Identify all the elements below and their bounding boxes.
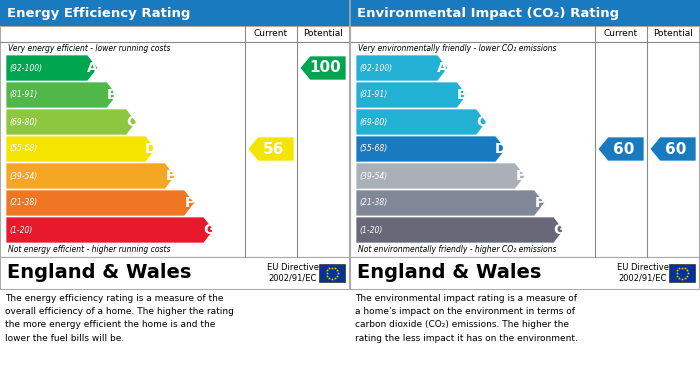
- Polygon shape: [356, 109, 486, 135]
- Text: (92-100): (92-100): [359, 63, 392, 72]
- Text: Current: Current: [254, 29, 288, 38]
- Bar: [350, 0, 700, 26]
- Text: The energy efficiency rating is a measure of the
overall efficiency of a home. T: The energy efficiency rating is a measur…: [5, 294, 234, 343]
- Text: G: G: [203, 223, 214, 237]
- Text: (81-91): (81-91): [9, 90, 37, 99]
- Text: E: E: [165, 169, 175, 183]
- Text: 60: 60: [612, 142, 634, 156]
- Text: (92-100): (92-100): [9, 63, 42, 72]
- Bar: [319, 264, 345, 282]
- Text: 100: 100: [309, 61, 342, 75]
- Text: England & Wales: England & Wales: [7, 264, 191, 283]
- Text: E: E: [515, 169, 525, 183]
- Polygon shape: [356, 163, 525, 189]
- Text: 56: 56: [262, 142, 284, 156]
- Polygon shape: [356, 82, 467, 108]
- Bar: [350, 257, 699, 289]
- Text: The environmental impact rating is a measure of
a home's impact on the environme: The environmental impact rating is a mea…: [355, 294, 578, 343]
- Text: C: C: [476, 115, 486, 129]
- Text: Not energy efficient - higher running costs: Not energy efficient - higher running co…: [8, 244, 171, 253]
- Text: B: B: [456, 88, 468, 102]
- Polygon shape: [356, 190, 545, 216]
- Text: (55-68): (55-68): [359, 145, 387, 154]
- Text: England & Wales: England & Wales: [357, 264, 541, 283]
- Text: (1-20): (1-20): [359, 226, 382, 235]
- Text: D: D: [145, 142, 157, 156]
- Text: C: C: [126, 115, 136, 129]
- Text: (1-20): (1-20): [9, 226, 32, 235]
- Polygon shape: [6, 163, 175, 189]
- Bar: [0, 0, 350, 26]
- Text: 60: 60: [665, 142, 686, 156]
- Text: EU Directive: EU Directive: [617, 263, 669, 272]
- Text: F: F: [535, 196, 544, 210]
- Polygon shape: [6, 55, 98, 81]
- Text: A: A: [438, 61, 448, 75]
- Text: (69-80): (69-80): [9, 118, 37, 127]
- Text: (69-80): (69-80): [359, 118, 387, 127]
- Text: F: F: [185, 196, 194, 210]
- Text: (81-91): (81-91): [359, 90, 387, 99]
- Bar: [0, 26, 349, 257]
- Polygon shape: [356, 55, 448, 81]
- Polygon shape: [6, 109, 136, 135]
- Polygon shape: [300, 56, 346, 80]
- Text: Very energy efficient - lower running costs: Very energy efficient - lower running co…: [8, 44, 171, 53]
- Text: 2002/91/EC: 2002/91/EC: [619, 274, 667, 283]
- Text: Energy Efficiency Rating: Energy Efficiency Rating: [7, 7, 190, 20]
- Polygon shape: [650, 137, 696, 161]
- Text: (39-54): (39-54): [9, 172, 37, 181]
- Polygon shape: [6, 82, 117, 108]
- Polygon shape: [356, 217, 564, 243]
- Bar: [669, 264, 695, 282]
- Polygon shape: [6, 136, 155, 162]
- Text: 2002/91/EC: 2002/91/EC: [269, 274, 317, 283]
- Text: G: G: [553, 223, 564, 237]
- Text: (21-38): (21-38): [359, 199, 387, 208]
- Text: Not environmentally friendly - higher CO₂ emissions: Not environmentally friendly - higher CO…: [358, 244, 556, 253]
- Text: Potential: Potential: [303, 29, 343, 38]
- Text: A: A: [88, 61, 98, 75]
- Text: EU Directive: EU Directive: [267, 263, 319, 272]
- Text: Very environmentally friendly - lower CO₂ emissions: Very environmentally friendly - lower CO…: [358, 44, 556, 53]
- Text: Potential: Potential: [653, 29, 693, 38]
- Polygon shape: [598, 137, 644, 161]
- Polygon shape: [6, 217, 214, 243]
- Text: D: D: [495, 142, 507, 156]
- Bar: [350, 26, 699, 257]
- Polygon shape: [248, 137, 294, 161]
- Text: B: B: [106, 88, 118, 102]
- Bar: [0, 257, 349, 289]
- Text: (39-54): (39-54): [359, 172, 387, 181]
- Text: (55-68): (55-68): [9, 145, 37, 154]
- Text: (21-38): (21-38): [9, 199, 37, 208]
- Polygon shape: [6, 190, 195, 216]
- Text: Environmental Impact (CO₂) Rating: Environmental Impact (CO₂) Rating: [357, 7, 619, 20]
- Text: Current: Current: [604, 29, 638, 38]
- Polygon shape: [356, 136, 505, 162]
